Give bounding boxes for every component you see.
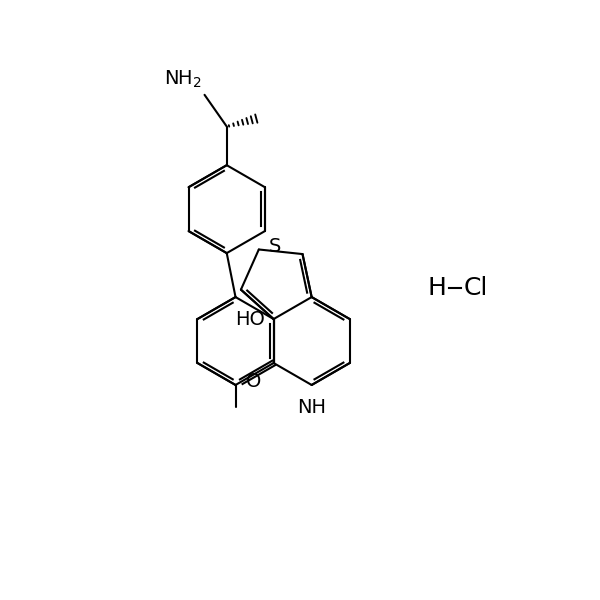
Text: O: O [246,372,262,391]
Text: Cl: Cl [464,276,488,300]
Text: NH: NH [297,398,326,417]
Text: S: S [269,237,281,256]
Text: NH$_2$: NH$_2$ [164,69,202,90]
Text: H: H [428,276,446,300]
Text: HO: HO [235,310,265,329]
